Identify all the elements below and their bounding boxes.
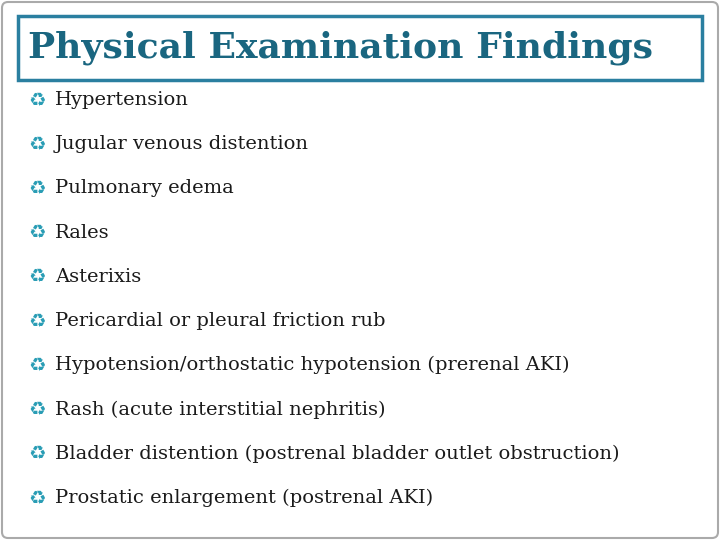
- Text: ♻: ♻: [28, 91, 45, 110]
- Text: Hypotension/orthostatic hypotension (prerenal AKI): Hypotension/orthostatic hypotension (pre…: [55, 356, 570, 374]
- Text: ♻: ♻: [28, 312, 45, 330]
- Text: ♻: ♻: [28, 134, 45, 154]
- Text: Bladder distention (postrenal bladder outlet obstruction): Bladder distention (postrenal bladder ou…: [55, 444, 619, 463]
- Text: ♻: ♻: [28, 179, 45, 198]
- Text: Pericardial or pleural friction rub: Pericardial or pleural friction rub: [55, 312, 385, 330]
- Text: ♻: ♻: [28, 356, 45, 375]
- Text: Jugular venous distention: Jugular venous distention: [55, 135, 309, 153]
- Text: Asterixis: Asterixis: [55, 268, 141, 286]
- Text: ♻: ♻: [28, 444, 45, 463]
- Text: Rash (acute interstitial nephritis): Rash (acute interstitial nephritis): [55, 401, 385, 418]
- Text: ♻: ♻: [28, 489, 45, 508]
- Text: ♻: ♻: [28, 223, 45, 242]
- Text: Prostatic enlargement (postrenal AKI): Prostatic enlargement (postrenal AKI): [55, 489, 433, 507]
- Text: ♻: ♻: [28, 400, 45, 419]
- Text: Rales: Rales: [55, 224, 109, 242]
- Text: Physical Examination Findings: Physical Examination Findings: [28, 31, 653, 65]
- Text: Pulmonary edema: Pulmonary edema: [55, 179, 234, 198]
- FancyBboxPatch shape: [18, 16, 702, 80]
- Text: ♻: ♻: [28, 267, 45, 286]
- Text: Hypertension: Hypertension: [55, 91, 189, 109]
